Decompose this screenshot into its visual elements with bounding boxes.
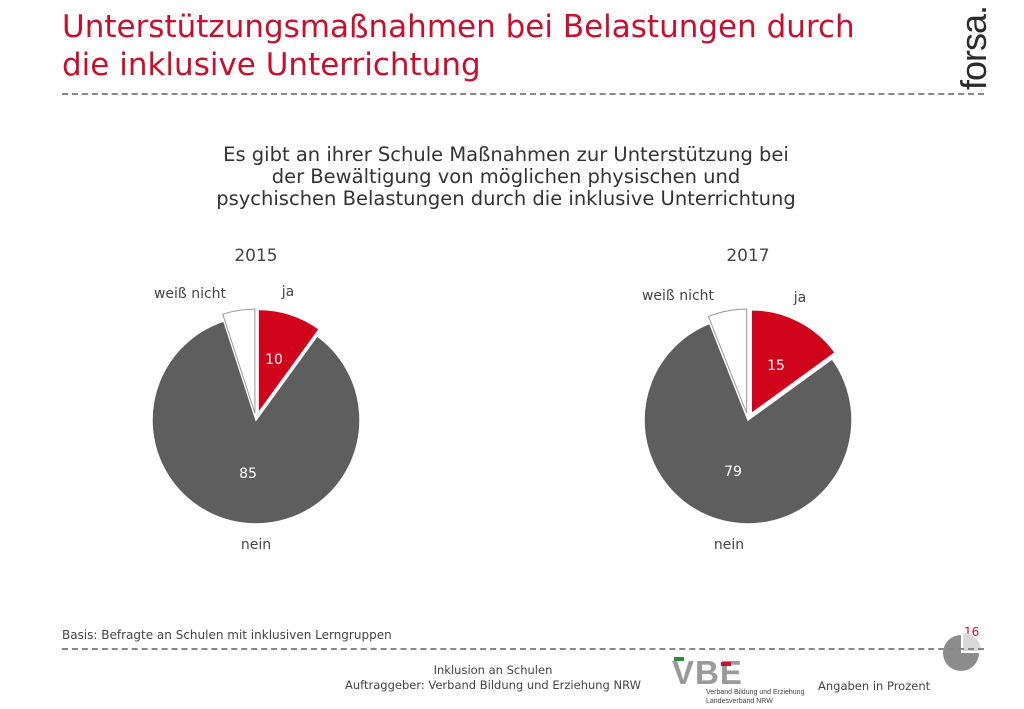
data-label-ja: 15: [767, 358, 785, 374]
vbe-logo: VBE Verband Bildung und Erziehung Landes…: [672, 654, 805, 705]
title-line-1: Unterstützungsmaßnahmen bei Belastungen …: [62, 9, 855, 45]
pie-slice-nein: [643, 322, 853, 525]
slide-title: Unterstützungsmaßnahmen bei Belastungen …: [62, 8, 922, 84]
data-label-ja: 10: [265, 352, 283, 368]
question-line-3: psychischen Belastungen durch die inklus…: [216, 187, 796, 210]
vbe-name-line-1: Verband Bildung und Erziehung: [706, 689, 805, 696]
chart-title: 2015: [234, 246, 277, 266]
data-label-nein: 85: [239, 466, 257, 482]
forsa-logo-text: forsa.: [953, 6, 994, 90]
slice-label-weiss-nicht: weiß nicht: [154, 286, 227, 302]
forsa-logo: forsa.: [953, 6, 994, 90]
pie-slice-ja: [750, 309, 837, 416]
pie-logo-mark: [943, 633, 981, 671]
header-divider: [62, 93, 984, 95]
slice-label-nein: nein: [241, 537, 271, 553]
vbe-name-line-2: Landesverband NRW: [706, 698, 773, 705]
question-text: Es gibt an ihrer Schule Maßnahmen zur Un…: [150, 144, 862, 210]
slice-label-weiss-nicht: weiß nicht: [642, 288, 715, 304]
slice-label-ja: ja: [281, 284, 294, 300]
pie-slice-nein: [151, 320, 361, 525]
pie-chart-2017: 2017 ja nein weiß nicht 15 79: [642, 246, 853, 553]
units-note: Angaben in Prozent: [818, 679, 931, 693]
footer-client: Auftraggeber: Verband Bildung und Erzieh…: [344, 678, 642, 692]
title-line-2: die inklusive Unterrichtung: [62, 47, 481, 83]
pie-slice-weiss-nicht: [222, 308, 256, 414]
question-line-1: Es gibt an ihrer Schule Maßnahmen zur Un…: [223, 143, 789, 166]
pie-chart-2015: 2015 ja nein weiß nicht 10 85: [151, 246, 361, 553]
question-line-2: der Bewältigung von möglichen physischen…: [271, 165, 741, 188]
slice-label-ja: ja: [793, 290, 806, 306]
slice-label-nein: nein: [714, 537, 744, 553]
data-label-nein: 79: [724, 464, 742, 480]
footer-divider: [62, 648, 984, 650]
pie-slice-weiss-nicht: [707, 308, 748, 414]
footer-info: Inklusion an Schulen Auftraggeber: Verba…: [320, 663, 666, 693]
pie-slice-ja: [257, 308, 321, 416]
vbe-green-bar: [674, 657, 684, 661]
basis-note: Basis: Befragte an Schulen mit inklusive…: [62, 628, 392, 642]
vbe-red-bar: [721, 662, 731, 666]
chart-title: 2017: [726, 246, 769, 266]
footer-study-name: Inklusion an Schulen: [433, 663, 553, 677]
